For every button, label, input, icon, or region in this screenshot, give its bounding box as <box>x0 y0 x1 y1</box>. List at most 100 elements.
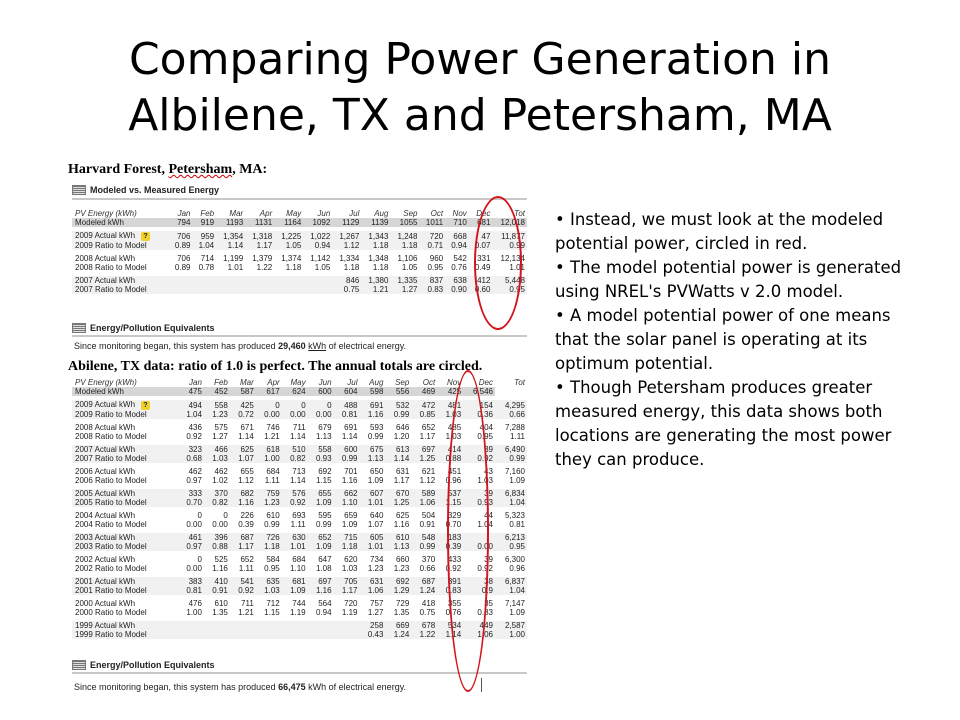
table-cell: 0.00 <box>178 520 204 529</box>
table-cell: 488 <box>333 400 360 410</box>
column-header: Jun <box>317 209 331 218</box>
cell-value: 675 <box>370 445 384 454</box>
table-cell: 837 <box>419 276 446 285</box>
cell-value: 669 <box>395 621 410 630</box>
table-cell: 1.08 <box>308 564 334 573</box>
petersham-energy-table: PV Energy (kWh) Jan Feb Mar Apr May Jun Jul Aug S… <box>72 209 527 294</box>
table-cell: 0.93 <box>307 454 334 463</box>
cell-value: 1139 <box>371 218 389 227</box>
cell-value: 1.09 <box>509 608 525 617</box>
table-cell: 687 <box>229 533 256 542</box>
cell-value: 1131 <box>255 218 273 227</box>
table-cell: 1.05 <box>274 241 304 250</box>
row-label: 2007 Ratio to Model <box>72 285 169 294</box>
table-cell: 1.16 <box>307 586 334 595</box>
abilene-equivalents-heading[interactable]: Energy/Pollution Equivalents <box>72 660 215 670</box>
help-icon[interactable]: ? <box>141 232 151 241</box>
cell-value: 2005 Actual kWh <box>75 489 136 498</box>
cell-value: 959 <box>200 231 215 241</box>
cell-value: 729 <box>395 599 410 608</box>
table-cell: 713 <box>282 467 308 476</box>
cell-value: 1.16 <box>212 564 228 573</box>
help-icon[interactable]: ? <box>141 401 151 410</box>
cell-value: 1.24 <box>393 630 410 639</box>
table-cell <box>255 621 282 630</box>
cell-value: 410 <box>214 577 228 586</box>
cell-value: 692 <box>318 467 332 476</box>
table-cell: 1.00 <box>255 454 282 463</box>
table-cell: 333 <box>178 489 204 498</box>
cell-value: 0.99 <box>419 542 436 551</box>
cell-value: 711 <box>292 423 306 432</box>
cell-value: 333 <box>188 489 202 498</box>
table-cell: 794 <box>168 218 193 227</box>
table-cell: 1.04 <box>178 410 204 419</box>
cell-value: 383 <box>188 577 202 586</box>
table-cell: 600 <box>307 387 334 396</box>
table-cell: 0.96 <box>495 564 527 573</box>
table-cell: 1193 <box>216 218 246 227</box>
table-cell: 6,834 <box>495 489 527 498</box>
table-cell: 0.66 <box>411 564 437 573</box>
petersham-equivalents-heading[interactable]: Energy/Pollution Equivalents <box>72 323 215 333</box>
table-cell: 610 <box>256 511 282 520</box>
table-cell <box>333 621 360 630</box>
cell-value: 715 <box>344 533 358 542</box>
table-cell: 1.13 <box>359 454 386 463</box>
table-cell: 1.12 <box>411 476 437 485</box>
table-cell: 1.07 <box>359 520 385 529</box>
table-cell: 7,288 <box>495 423 527 432</box>
cell-value: 1.13 <box>393 542 410 551</box>
cell-value: 1999 Ratio to Model <box>75 630 147 639</box>
cell-value: 1.13 <box>315 432 332 441</box>
table-cell: 6,490 <box>495 445 527 454</box>
cell-value: 404 <box>479 423 493 432</box>
table-cell: 1.05 <box>390 263 419 272</box>
bullet-item: A model potential power of one means tha… <box>555 304 915 376</box>
cell-value: 1,199 <box>223 254 244 263</box>
cell-value: 1011 <box>425 218 444 227</box>
column-header: Oct <box>430 209 444 218</box>
cell-value: 6,300 <box>504 555 525 564</box>
cell-value: 1.04 <box>198 241 215 250</box>
cell-value: 0.00 <box>186 520 202 529</box>
cell-value: 1.14 <box>341 432 358 441</box>
table-cell: 714 <box>192 254 216 263</box>
table-cell: 0.68 <box>178 454 204 463</box>
cell-value: 1129 <box>342 218 360 227</box>
cell-value: 598 <box>370 387 384 396</box>
cell-value: 1.23 <box>393 564 410 573</box>
row-label: 2000 Actual kWh <box>72 599 178 608</box>
table-cell: 0.95 <box>256 564 282 573</box>
table-cell <box>245 285 275 294</box>
table-cell: 744 <box>282 599 308 608</box>
cell-value: 607 <box>370 489 384 498</box>
table-cell: 605 <box>359 533 386 542</box>
cell-value: 734 <box>370 555 384 564</box>
cell-value: 2000 Actual kWh <box>75 599 136 608</box>
table-cell: 1129 <box>332 218 362 227</box>
table-icon <box>72 660 86 670</box>
cell-value: 0.97 <box>186 542 202 551</box>
table-cell: 1131 <box>245 218 275 227</box>
cell-value: 610 <box>266 511 280 520</box>
cell-value: 43 <box>484 467 493 476</box>
cell-value: 6,546 <box>472 387 493 396</box>
table-cell: 1,199 <box>216 254 245 263</box>
table-cell: 1.11 <box>230 564 256 573</box>
cell-value: 595 <box>318 511 332 520</box>
cell-value: 1.01 <box>227 263 244 272</box>
cell-value: 1999 Actual kWh <box>75 621 136 630</box>
cell-value: 652 <box>318 533 332 542</box>
table-cell <box>203 630 230 639</box>
table-cell: 593 <box>359 423 385 432</box>
cell-value: 1.04 <box>186 410 202 419</box>
table-cell: 697 <box>307 577 334 586</box>
cell-value: 671 <box>240 423 254 432</box>
table-cell <box>303 285 333 294</box>
table-cell: 0.99 <box>333 454 360 463</box>
cell-value: 1.09 <box>315 498 332 507</box>
cell-value: 1.21 <box>238 608 254 617</box>
cell-value: 0.75 <box>343 285 360 294</box>
cell-value: 1164 <box>284 218 302 227</box>
